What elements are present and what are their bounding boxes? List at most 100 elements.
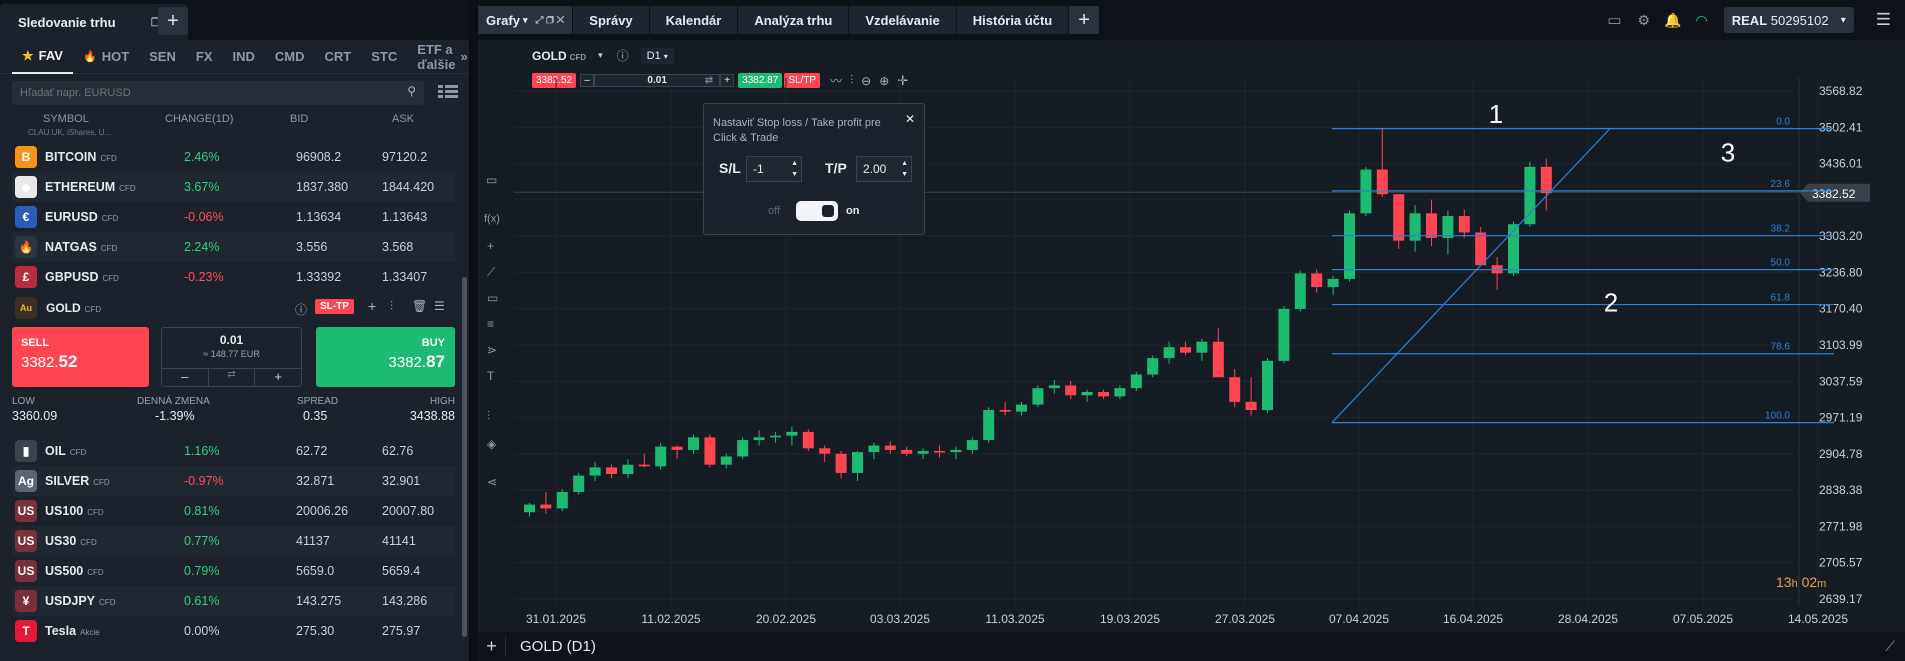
col-bid[interactable]: BID bbox=[290, 113, 309, 125]
resize-icon[interactable]: ⟋ bbox=[1885, 638, 1895, 654]
search-box[interactable]: ⚲ bbox=[12, 81, 424, 105]
chart-candles-icon[interactable]: ⫶ bbox=[390, 299, 394, 313]
tab-account-history[interactable]: História účtu bbox=[956, 6, 1069, 34]
tab-news[interactable]: Správy bbox=[573, 6, 649, 34]
grid-view-icon[interactable] bbox=[438, 84, 458, 100]
swap-icon[interactable]: ⇄ bbox=[209, 369, 256, 386]
scrollbar[interactable] bbox=[462, 277, 467, 637]
row-bid[interactable]: 1.33392 bbox=[296, 270, 342, 284]
chart-buy-button[interactable]: 3382.87 bbox=[738, 73, 783, 88]
text-tool-icon[interactable]: T bbox=[487, 369, 495, 383]
chart-qty-increase[interactable]: + bbox=[720, 74, 735, 87]
row-bid[interactable]: 275.30 bbox=[296, 624, 335, 638]
indicators-icon[interactable]: ⫶ bbox=[487, 409, 491, 423]
fan-tool-icon[interactable]: ⋗ bbox=[487, 343, 498, 357]
table-row[interactable]: £ GBPUSD CFD -0.23% 1.33392 1.33407 bbox=[12, 262, 455, 292]
chevron-down-icon[interactable]: ▾ bbox=[522, 14, 528, 25]
tab-calendar[interactable]: Kalendár bbox=[649, 6, 738, 34]
order-list-icon[interactable]: ☰ bbox=[434, 299, 445, 313]
row-ask[interactable]: 275.97 bbox=[382, 624, 421, 638]
col-ask[interactable]: ASK bbox=[392, 113, 415, 125]
row-ask[interactable]: 1.13643 bbox=[382, 210, 428, 224]
table-row[interactable]: ¥ USDJPY CFD 0.61% 143.275 143.286 bbox=[12, 586, 455, 616]
close-icon[interactable]: ✕ bbox=[904, 112, 915, 126]
sltp-badge[interactable]: SL-TP bbox=[315, 299, 354, 314]
row-ask[interactable]: 5659.4 bbox=[382, 564, 421, 578]
comment-icon[interactable]: ▭ bbox=[486, 173, 498, 187]
row-bid[interactable]: 1.13634 bbox=[296, 210, 342, 224]
chevron-down-icon[interactable]: ▾ bbox=[598, 50, 603, 60]
row-bid[interactable]: 32.871 bbox=[296, 474, 335, 488]
crosshair-icon[interactable]: ✛ bbox=[897, 72, 909, 88]
row-ask[interactable]: 1.33407 bbox=[382, 270, 428, 284]
bell-icon[interactable]: 🔔 bbox=[1664, 11, 1682, 28]
account-selector[interactable]: REAL 50295102 ▾ bbox=[1723, 7, 1854, 33]
category-tab[interactable]: ★ FAV bbox=[12, 40, 73, 74]
table-row[interactable]: ▮ OIL CFD 1.16% 62.72 62.76 bbox=[12, 436, 455, 466]
row-bid[interactable]: 96908.2 bbox=[296, 150, 342, 164]
table-row[interactable]: T Tesla Akcie 0.00% 275.30 275.97 bbox=[12, 616, 455, 646]
layers-icon[interactable]: ◈ bbox=[487, 437, 497, 451]
table-row[interactable]: 🔥 NATGAS CFD 2.24% 3.556 3.568 bbox=[12, 232, 455, 262]
table-row[interactable]: Ag SILVER CFD -0.97% 32.871 32.901 bbox=[12, 466, 455, 496]
chart-sell-button[interactable]: 3382.52 bbox=[532, 73, 577, 88]
table-row[interactable]: US US30 CFD 0.77% 41137 41141 bbox=[12, 526, 455, 556]
tab-education[interactable]: Vzdelávanie bbox=[849, 6, 956, 34]
category-tab[interactable]: FX bbox=[186, 40, 223, 74]
row-ask[interactable]: 1844.420 bbox=[382, 180, 435, 194]
row-bid[interactable]: 20006.26 bbox=[296, 504, 349, 518]
popout-icon[interactable]: ⤢ ❐ ✕ bbox=[535, 14, 565, 26]
row-bid[interactable]: 41137 bbox=[296, 534, 330, 548]
row-bid[interactable]: 1837.380 bbox=[296, 180, 349, 194]
row-ask[interactable]: 32.901 bbox=[382, 474, 421, 488]
table-row[interactable]: US US100 CFD 0.81% 20006.26 20007.80 bbox=[12, 496, 455, 526]
trash-icon[interactable]: 🗑 bbox=[412, 299, 428, 313]
table-row[interactable]: US US500 CFD 0.79% 5659.0 5659.4 bbox=[12, 556, 455, 586]
category-tab[interactable]: CMD bbox=[265, 40, 315, 74]
rectangle-tool-icon[interactable]: ▭ bbox=[487, 291, 499, 305]
chart-qty-input[interactable]: 0.01 ⇄ bbox=[594, 74, 721, 87]
add-icon[interactable]: + bbox=[368, 298, 377, 314]
row-ask[interactable]: 62.76 bbox=[382, 444, 414, 458]
sl-input[interactable]: -1 ▲ ▼ bbox=[746, 156, 802, 182]
chart-sltp-button[interactable]: SL/TP bbox=[784, 73, 821, 88]
increase-button[interactable]: + bbox=[274, 369, 282, 384]
info-icon[interactable]: ⓘ bbox=[295, 303, 308, 317]
quantity-value[interactable]: 0.01 bbox=[219, 333, 244, 347]
add-tab-button[interactable]: + bbox=[158, 7, 188, 35]
add-tab-button[interactable]: + bbox=[1069, 6, 1099, 34]
table-row[interactable]: € EURUSD CFD -0.06% 1.13634 1.13643 bbox=[12, 202, 455, 232]
quantity-stepper[interactable]: 0.01 ≈ 148.77 EUR – ⇄ + bbox=[161, 327, 302, 387]
candles-icon[interactable]: ⫶ bbox=[850, 73, 854, 87]
search-icon[interactable]: ⚲ bbox=[407, 84, 416, 98]
chart-symbol[interactable]: GOLD CFD bbox=[532, 49, 586, 63]
tab-charts[interactable]: Grafy ▾ ⤢ ❐ ✕ bbox=[478, 6, 573, 34]
row-ask[interactable]: 143.286 bbox=[382, 594, 428, 608]
col-change[interactable]: CHANGE(1D) bbox=[165, 113, 234, 125]
buy-button[interactable]: BUY 3382.87 bbox=[316, 327, 455, 387]
table-row[interactable]: B BITCOIN CFD 2.46% 96908.2 97120.2 bbox=[12, 142, 455, 172]
restore-icon[interactable]: ❐ bbox=[150, 16, 161, 29]
crosshair-tool-icon[interactable]: + bbox=[487, 239, 495, 253]
search-input[interactable] bbox=[20, 87, 400, 99]
row-bid[interactable]: 62.72 bbox=[296, 444, 328, 458]
function-icon[interactable]: f(x) bbox=[484, 213, 500, 225]
row-bid[interactable]: 143.275 bbox=[296, 594, 342, 608]
category-tab[interactable]: SEN bbox=[139, 40, 186, 74]
category-tab[interactable]: IND bbox=[223, 40, 265, 74]
tab-market-analysis[interactable]: Analýza trhu bbox=[738, 6, 849, 34]
zoom-in-icon[interactable]: ⊕ bbox=[879, 73, 890, 88]
menu-icon[interactable]: ☰ bbox=[1875, 10, 1891, 29]
category-tab[interactable]: CRT bbox=[315, 40, 362, 74]
row-ask[interactable]: 3.568 bbox=[382, 240, 414, 254]
table-row[interactable]: ◆ ETHEREUM CFD 3.67% 1837.380 1844.420 bbox=[12, 172, 455, 202]
decrease-button[interactable]: – bbox=[162, 369, 209, 386]
row-bid[interactable]: 5659.0 bbox=[296, 564, 335, 578]
line-chart-icon[interactable]: 〰 bbox=[830, 74, 843, 88]
connection-icon[interactable]: ⚙ bbox=[1637, 11, 1651, 28]
sell-button[interactable]: SELL 3382.52 bbox=[12, 327, 149, 387]
category-tab[interactable]: STC bbox=[361, 40, 407, 74]
line-tool-icon[interactable]: ⟋ bbox=[487, 265, 496, 279]
chart-qty-decrease[interactable]: – bbox=[580, 74, 595, 87]
share-icon[interactable]: ⋖ bbox=[487, 475, 498, 489]
